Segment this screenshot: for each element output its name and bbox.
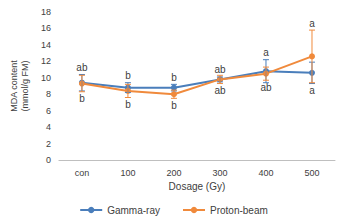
svg-text:b: b bbox=[125, 70, 131, 81]
svg-text:16: 16 bbox=[41, 23, 51, 33]
svg-text:ab: ab bbox=[260, 82, 272, 93]
svg-text:18: 18 bbox=[41, 7, 51, 17]
svg-text:100: 100 bbox=[120, 168, 135, 178]
svg-text:MDA content: MDA content bbox=[9, 60, 19, 112]
svg-text:ab: ab bbox=[214, 64, 226, 75]
svg-text:a: a bbox=[309, 18, 315, 29]
svg-text:b: b bbox=[171, 100, 177, 111]
svg-text:10: 10 bbox=[41, 73, 51, 83]
svg-text:2: 2 bbox=[46, 139, 51, 149]
svg-text:4: 4 bbox=[46, 122, 51, 132]
svg-text:400: 400 bbox=[258, 168, 273, 178]
svg-text:b: b bbox=[171, 72, 177, 83]
svg-text:300: 300 bbox=[212, 168, 227, 178]
svg-text:(mmol/g FM): (mmol/g FM) bbox=[20, 61, 30, 112]
svg-text:200: 200 bbox=[166, 168, 181, 178]
svg-text:b: b bbox=[125, 99, 131, 110]
svg-text:0: 0 bbox=[46, 155, 51, 165]
svg-text:Dosage (Gy): Dosage (Gy) bbox=[169, 181, 226, 192]
svg-text:14: 14 bbox=[41, 40, 51, 50]
svg-text:6: 6 bbox=[46, 106, 51, 116]
svg-text:a: a bbox=[309, 85, 315, 96]
svg-text:b: b bbox=[79, 93, 85, 104]
svg-text:12: 12 bbox=[41, 56, 51, 66]
svg-text:500: 500 bbox=[304, 168, 319, 178]
svg-text:8: 8 bbox=[46, 89, 51, 99]
svg-text:ab: ab bbox=[214, 85, 226, 96]
svg-text:con: con bbox=[75, 168, 90, 178]
svg-text:Gamma-ray: Gamma-ray bbox=[107, 205, 160, 216]
svg-text:Proton-beam: Proton-beam bbox=[210, 205, 268, 216]
svg-text:a: a bbox=[263, 47, 269, 58]
svg-text:ab: ab bbox=[76, 62, 88, 73]
